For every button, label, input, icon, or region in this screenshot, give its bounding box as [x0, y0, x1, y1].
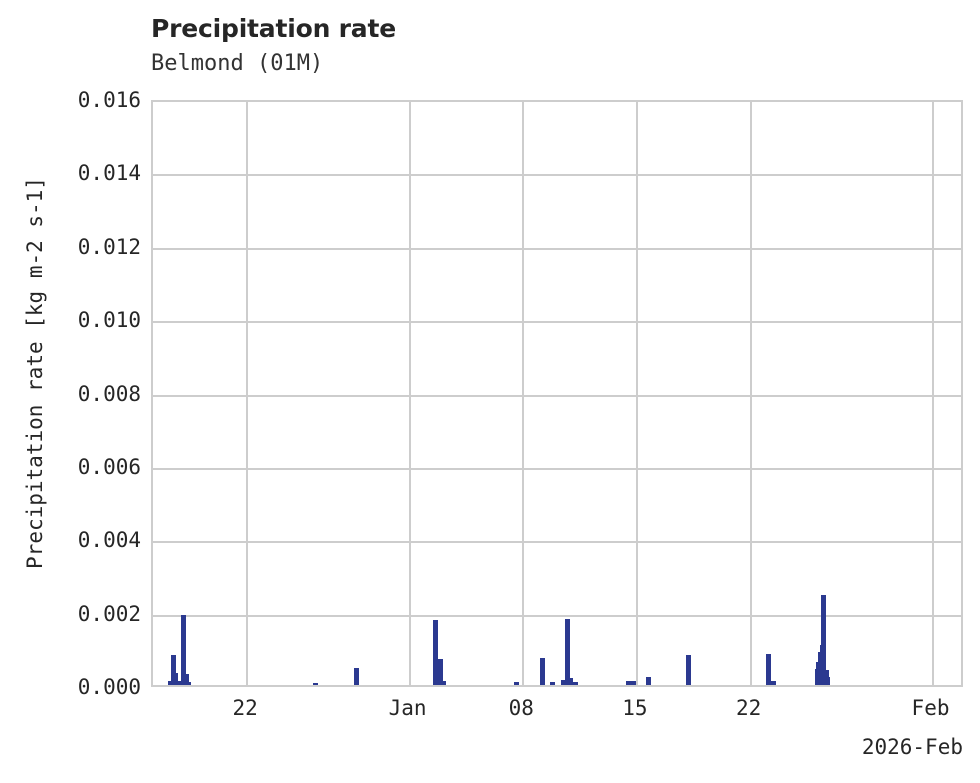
- bar: [686, 655, 692, 685]
- x-axis-tick-labels: 22 Jan 08 15 22 Feb: [151, 694, 963, 724]
- gridline-horizontal: [153, 247, 961, 250]
- bar: [353, 668, 359, 685]
- gridline-horizontal: [153, 467, 961, 470]
- bar: [170, 654, 176, 685]
- gridline-vertical: [635, 102, 638, 685]
- bar: [645, 676, 651, 685]
- bar: [167, 681, 173, 685]
- bar-series: [153, 102, 961, 685]
- bar: [770, 680, 776, 685]
- x-tick-label: 22: [232, 696, 258, 720]
- bar: [567, 677, 573, 685]
- gridline-horizontal: [153, 321, 961, 324]
- bar: [433, 619, 439, 685]
- gridline-vertical: [749, 102, 752, 685]
- bar: [765, 653, 771, 685]
- bar: [821, 595, 827, 685]
- bar: [175, 680, 181, 685]
- y-axis-tick-labels: 0.016 0.014 0.012 0.010 0.008 0.006 0.004 0.002…: [0, 88, 141, 699]
- y-tick-label: 0.000: [77, 675, 141, 699]
- bar: [825, 676, 831, 685]
- gridline-horizontal: [153, 174, 961, 177]
- gridline-horizontal: [153, 541, 961, 544]
- y-tick-label: 0.008: [77, 381, 141, 406]
- x-tick-label: 22: [735, 696, 762, 720]
- bar: [181, 615, 187, 685]
- bar: [631, 680, 637, 685]
- bar: [437, 658, 443, 685]
- bar: [561, 679, 567, 685]
- x-tick-label: Feb: [911, 696, 950, 720]
- bar: [540, 658, 546, 685]
- gridline-vertical: [522, 102, 525, 685]
- y-tick-label: 0.014: [77, 161, 141, 186]
- x-axis-annotation: 2026-Feb: [861, 735, 963, 759]
- y-tick-label: 0.002: [77, 601, 141, 626]
- y-tick-label: 0.004: [77, 528, 141, 553]
- bar: [441, 680, 447, 685]
- bar: [572, 681, 578, 685]
- chart-title: Precipitation rate: [151, 14, 396, 43]
- bar: [550, 681, 555, 685]
- x-tick-label: 08: [508, 696, 534, 720]
- x-tick-label: 15: [622, 696, 648, 720]
- bar: [173, 672, 179, 685]
- y-tick-label: 0.006: [77, 454, 141, 479]
- bar: [514, 682, 520, 685]
- bar: [312, 682, 318, 685]
- plot-area: [151, 100, 963, 687]
- x-tick-label: Jan: [388, 696, 427, 720]
- gridline-horizontal: [153, 394, 961, 397]
- bar: [564, 619, 570, 685]
- y-tick-label: 0.016: [77, 88, 141, 112]
- chart-subtitle: Belmond (01M): [151, 51, 324, 76]
- gridline-vertical: [408, 102, 411, 685]
- y-tick-label: 0.012: [77, 234, 141, 259]
- bar: [183, 674, 189, 685]
- bar: [626, 680, 632, 685]
- gridline-horizontal: [153, 614, 961, 617]
- gridline-vertical: [931, 102, 934, 685]
- y-tick-label: 0.010: [77, 308, 141, 333]
- gridline-vertical: [246, 102, 249, 685]
- bar: [186, 681, 192, 685]
